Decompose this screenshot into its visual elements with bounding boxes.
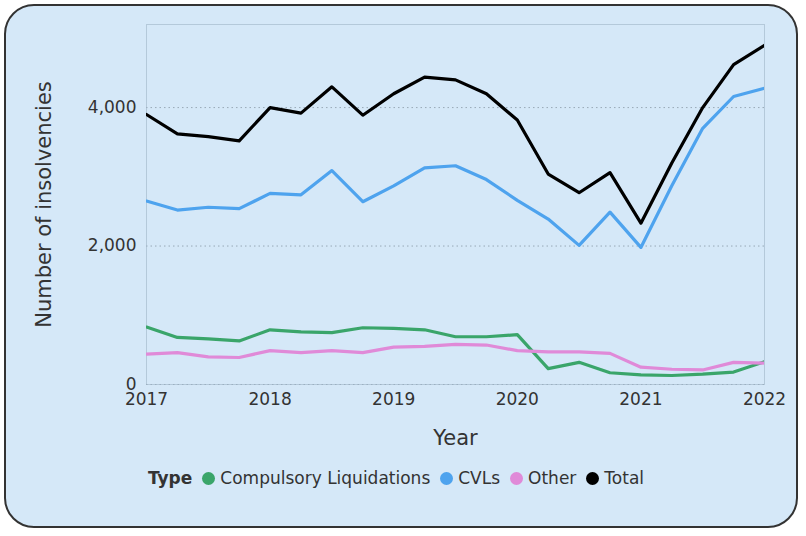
svg-text:2022: 2022	[743, 389, 786, 409]
svg-text:2021: 2021	[619, 389, 662, 409]
svg-text:2017: 2017	[125, 389, 168, 409]
svg-text:2020: 2020	[496, 389, 539, 409]
svg-text:Number of insolvencies: Number of insolvencies	[32, 81, 56, 328]
svg-text:Year: Year	[432, 426, 478, 450]
html-text:Compulsory Liquidations: Compulsory Liquidations	[220, 468, 431, 488]
html-text:Other: Other	[528, 468, 577, 488]
svg-text:2,000: 2,000	[88, 235, 137, 255]
html-text:Type: Type	[147, 468, 193, 488]
svg-text:2019: 2019	[372, 389, 415, 409]
svg-text:4,000: 4,000	[88, 97, 137, 117]
html-text:CVLs: CVLs	[458, 468, 501, 488]
svg-text:2018: 2018	[248, 389, 291, 409]
svg-text:0: 0	[125, 373, 137, 394]
html-text:Total: Total	[604, 468, 645, 488]
